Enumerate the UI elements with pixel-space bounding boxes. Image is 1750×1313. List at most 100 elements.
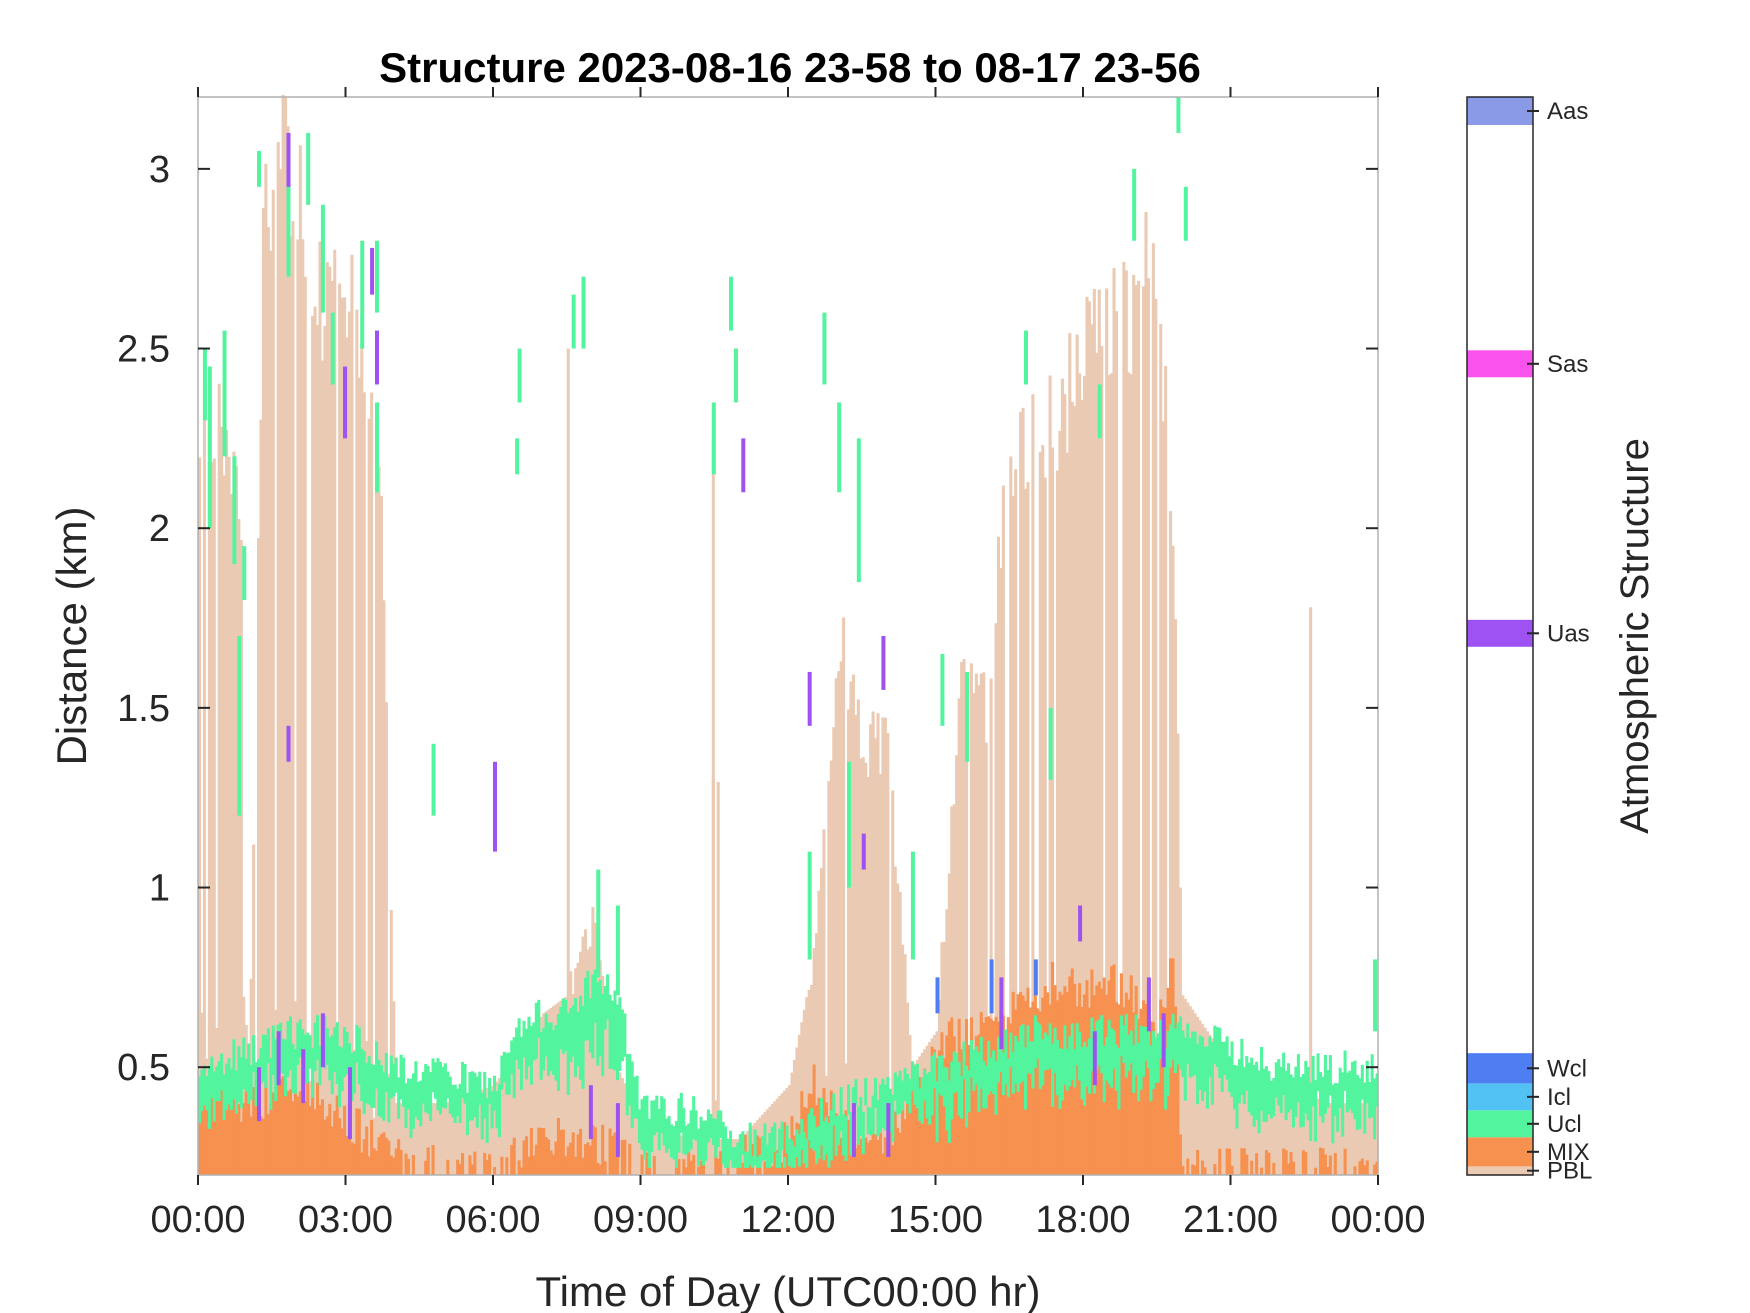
ucl-column bbox=[244, 1058, 248, 1092]
pbl-column bbox=[257, 538, 261, 1175]
mix-column bbox=[1201, 1160, 1205, 1175]
pbl-column bbox=[1260, 1077, 1264, 1175]
ucl-streak bbox=[360, 240, 365, 349]
pbl-column bbox=[960, 661, 964, 1175]
ucl-column bbox=[1250, 1057, 1254, 1116]
pbl-column bbox=[1223, 1056, 1227, 1175]
pbl-column bbox=[512, 1056, 516, 1175]
pbl-column bbox=[1277, 1084, 1281, 1175]
ucl-column bbox=[520, 1036, 524, 1090]
mix-column bbox=[539, 1127, 543, 1175]
pbl-column bbox=[1090, 324, 1094, 1176]
ucl-column bbox=[775, 1152, 779, 1168]
pbl-column bbox=[1245, 1072, 1249, 1175]
ucl-column bbox=[480, 1092, 484, 1140]
pbl-column bbox=[1112, 268, 1116, 1175]
ucl-column bbox=[1296, 1054, 1300, 1103]
ucl-column bbox=[893, 1072, 897, 1101]
mix-column bbox=[244, 1085, 248, 1175]
ucl-column bbox=[689, 1110, 693, 1150]
ucl-column bbox=[561, 998, 565, 1054]
pbl-column bbox=[1085, 296, 1089, 1175]
ucl-column bbox=[1186, 1023, 1190, 1065]
ucl-column bbox=[382, 1072, 386, 1121]
ucl-column bbox=[569, 1008, 573, 1063]
mix-column bbox=[406, 1158, 411, 1175]
pbl-column bbox=[1360, 1103, 1364, 1175]
ucl-column bbox=[738, 1134, 742, 1168]
ucl-column bbox=[1132, 1044, 1136, 1093]
mix-column bbox=[780, 1162, 784, 1175]
ucl-column bbox=[1291, 1077, 1296, 1128]
pbl-column bbox=[898, 891, 902, 1175]
mix-column bbox=[347, 1119, 352, 1175]
ucl-column bbox=[1237, 1059, 1241, 1104]
mix-column bbox=[955, 1053, 959, 1175]
mix-column bbox=[1333, 1153, 1337, 1175]
pbl-column bbox=[232, 451, 236, 1175]
pbl-column bbox=[539, 1016, 543, 1175]
pbl-column bbox=[1218, 1049, 1222, 1175]
ucl-column bbox=[920, 1077, 924, 1124]
wcl-streak bbox=[989, 959, 994, 1014]
ucl-column bbox=[987, 1040, 991, 1095]
mix-column bbox=[288, 1089, 293, 1175]
mix-column bbox=[571, 1132, 575, 1175]
ucl-column bbox=[421, 1072, 425, 1104]
ucl-column bbox=[483, 1071, 487, 1119]
mix-column bbox=[1260, 1167, 1264, 1175]
ucl-column bbox=[510, 1040, 514, 1074]
ucl-column bbox=[1230, 1041, 1234, 1097]
ucl-column bbox=[1245, 1056, 1249, 1091]
ucl-column bbox=[1176, 1022, 1180, 1065]
ucl-column bbox=[869, 1107, 873, 1136]
pbl-column bbox=[286, 126, 290, 1176]
mix-column bbox=[593, 1127, 597, 1175]
mix-column bbox=[933, 1049, 937, 1175]
mix-column bbox=[512, 1137, 516, 1175]
ucl-column bbox=[220, 1053, 224, 1091]
ucl-column bbox=[972, 1049, 976, 1091]
ucl-column bbox=[1053, 1027, 1057, 1074]
ucl-column bbox=[298, 1019, 302, 1058]
pbl-column bbox=[1146, 278, 1150, 1175]
pbl-column bbox=[212, 458, 216, 1175]
pbl-column bbox=[1068, 333, 1072, 1175]
mix-column bbox=[392, 1157, 396, 1175]
pbl-column bbox=[1294, 1090, 1298, 1175]
ucl-column bbox=[1203, 1046, 1207, 1092]
mix-column bbox=[842, 1143, 846, 1175]
pbl-column bbox=[210, 462, 214, 1175]
pbl-column bbox=[837, 671, 841, 1175]
pbl-column bbox=[1070, 401, 1074, 1175]
mix-column bbox=[325, 1116, 329, 1175]
pbl-column bbox=[1321, 1100, 1325, 1175]
mix-column bbox=[891, 1145, 895, 1175]
uas-streak bbox=[1161, 1013, 1166, 1068]
pbl-column bbox=[264, 163, 268, 1175]
ucl-column bbox=[1164, 1048, 1168, 1110]
mix-column bbox=[1146, 995, 1150, 1175]
pbl-column bbox=[1306, 1095, 1310, 1175]
ucl-streak bbox=[1132, 168, 1137, 241]
pbl-column bbox=[328, 266, 332, 1176]
pbl-column bbox=[598, 960, 602, 1175]
x-tick-label: 09:00 bbox=[593, 1199, 688, 1241]
ucl-column bbox=[1223, 1041, 1227, 1076]
mix-column bbox=[389, 1155, 393, 1175]
pbl-column bbox=[1237, 1069, 1241, 1175]
ucl-column bbox=[1041, 1039, 1045, 1086]
ucl-column bbox=[1046, 1035, 1050, 1070]
mix-column bbox=[1375, 1161, 1379, 1175]
ucl-column bbox=[247, 1043, 251, 1104]
ucl-column bbox=[856, 1106, 860, 1145]
ucl-column bbox=[357, 1027, 361, 1085]
ucl-column bbox=[1142, 1026, 1146, 1077]
pbl-column bbox=[1365, 1103, 1369, 1175]
y-tick-label: 1 bbox=[149, 868, 170, 910]
ucl-column bbox=[1137, 1042, 1141, 1102]
ucl-column bbox=[657, 1108, 661, 1151]
ucl-column bbox=[864, 1077, 868, 1106]
mix-column bbox=[387, 1140, 391, 1175]
